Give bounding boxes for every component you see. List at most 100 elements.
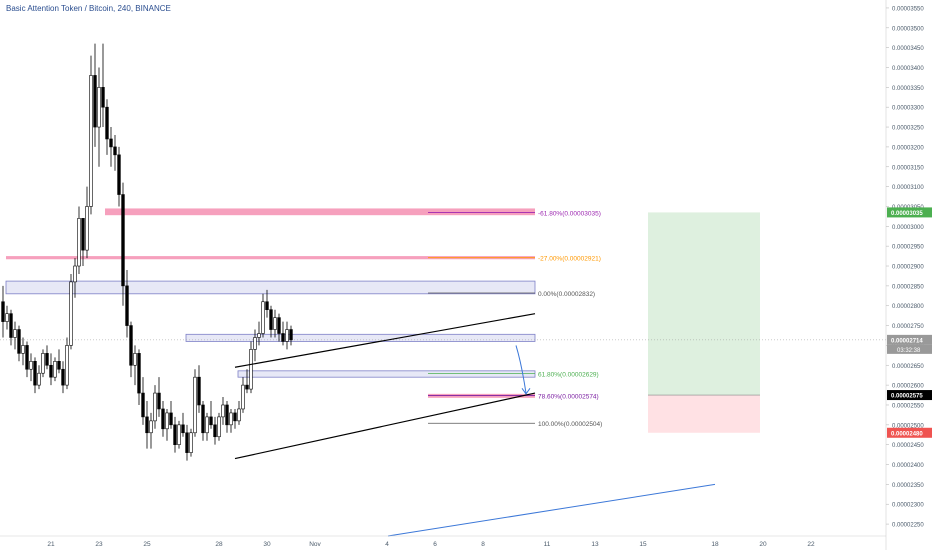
y-tick-label: 0.00003500 [892, 26, 924, 32]
candle-body [277, 317, 281, 334]
y-tick-label: 0.00002850 [892, 284, 924, 290]
position-profit-zone[interactable] [648, 212, 760, 396]
projection-arrow[interactable] [515, 345, 527, 394]
candle-body [289, 329, 293, 341]
candle-body [101, 87, 105, 108]
fib-label-fib-786: 78.60%(0.00002574) [538, 393, 599, 400]
x-tick-label: 30 [263, 541, 271, 548]
y-tick-label: 0.00003000 [892, 225, 924, 231]
candle-body [49, 364, 53, 378]
candle-body [125, 285, 129, 326]
y-tick-label: 0.00003400 [892, 66, 924, 72]
x-tick-label: 25 [143, 541, 151, 548]
trend-line[interactable] [387, 483, 716, 537]
candle-body [253, 337, 257, 350]
x-tick-label: 15 [639, 541, 647, 548]
candle-body [5, 313, 9, 322]
demand-zone-upper[interactable] [185, 333, 536, 342]
candle-body [121, 194, 125, 287]
y-tick-label: 0.00002500 [892, 423, 924, 429]
candle-body [257, 333, 261, 338]
y-tick-label: 0.00002750 [892, 324, 924, 330]
y-tick-label: 0.00002350 [892, 483, 924, 489]
price-tag-tag-target [887, 207, 932, 218]
x-tick-label: 21 [47, 541, 55, 548]
candle-body [233, 412, 237, 422]
y-tick-label: 0.00002550 [892, 403, 924, 409]
channel-upper-line[interactable] [234, 313, 536, 368]
x-tick-label: 11 [544, 541, 551, 548]
y-tick-label: 0.00003300 [892, 106, 924, 112]
fib-label-fib-0: 0.00%(0.00002832) [538, 291, 595, 298]
candle-body [85, 206, 89, 251]
candles-layer [1, 43, 293, 461]
channel-lower-line[interactable] [234, 392, 536, 460]
y-tick-label: 0.00002450 [892, 443, 924, 449]
candle-body [217, 416, 221, 438]
candle-body [25, 345, 29, 370]
candle-body [157, 392, 161, 410]
resistance-zone-mid[interactable] [6, 256, 535, 260]
y-tick-label: 0.00003200 [892, 145, 924, 151]
x-tick-label: 6 [433, 541, 437, 548]
candle-body [201, 404, 205, 434]
candle-body [137, 353, 141, 394]
candle-body [41, 353, 45, 374]
y-tick-label: 0.00002250 [892, 523, 924, 529]
y-tick-label: 0.00003350 [892, 86, 924, 92]
y-tick-label: 0.00003100 [892, 185, 924, 191]
x-tick-label: 28 [215, 541, 223, 548]
candle-body [185, 432, 189, 453]
countdown-tag [887, 344, 932, 354]
candle-body [225, 404, 229, 426]
candle-body [1, 301, 5, 322]
candle-body [17, 329, 21, 354]
candle-body [105, 106, 109, 140]
candle-body [197, 376, 201, 406]
candle-body [189, 432, 193, 453]
overlay-layer[interactable] [234, 313, 716, 537]
price-tag-label-tag-last: 0.00002714 [891, 338, 923, 344]
candle-body [149, 420, 153, 434]
drawing-layer[interactable]: -61.80%(0.00003035) -27.00%(0.00002921) 0.… [0, 208, 886, 433]
x-tick-label: Nov [309, 541, 321, 548]
position-loss-zone[interactable] [648, 395, 760, 433]
candle-body [249, 349, 253, 390]
x-axis: 21 23 25 28 30 Nov 4 6 8 11 13 15 18 20 22 [0, 535, 886, 548]
x-tick-label: 20 [759, 541, 767, 548]
candle-body [241, 384, 245, 410]
candle-body [129, 325, 133, 366]
candle-body [161, 408, 165, 430]
candle-body [45, 353, 49, 366]
fib-label-fib-618: 61.80%(0.00002629) [538, 372, 599, 379]
resistance-zone-upper[interactable] [105, 208, 535, 216]
candle-body [181, 424, 185, 434]
y-tick-label: 0.00002400 [892, 463, 924, 469]
fib-label-fib-m618: -61.80%(0.00003035) [538, 210, 601, 217]
supply-zone[interactable] [5, 280, 536, 295]
candle-body [117, 154, 121, 195]
y-tick-label: 0.00002900 [892, 265, 924, 271]
candle-body [273, 317, 277, 330]
price-tag-label-tag-entry: 0.00002575 [891, 394, 923, 400]
candle-body [65, 345, 69, 386]
candle-body [205, 416, 209, 434]
candle-body [165, 412, 169, 430]
candle-body [57, 361, 61, 370]
candle-body [261, 301, 265, 334]
candle-body [113, 146, 117, 156]
x-tick-label: 18 [711, 541, 719, 548]
candle-body [77, 218, 81, 267]
candle-body [109, 138, 113, 148]
candle-body [285, 329, 289, 342]
price-tag-tag-last [887, 334, 932, 345]
x-tick-label: 22 [807, 541, 815, 548]
candle-body [173, 424, 177, 445]
price-tag-label-tag-stop: 0.00002480 [891, 431, 923, 437]
candle-body [221, 404, 225, 418]
candle-body [61, 368, 65, 386]
price-tag-tag-stop [887, 427, 932, 438]
candle-body [93, 75, 97, 128]
